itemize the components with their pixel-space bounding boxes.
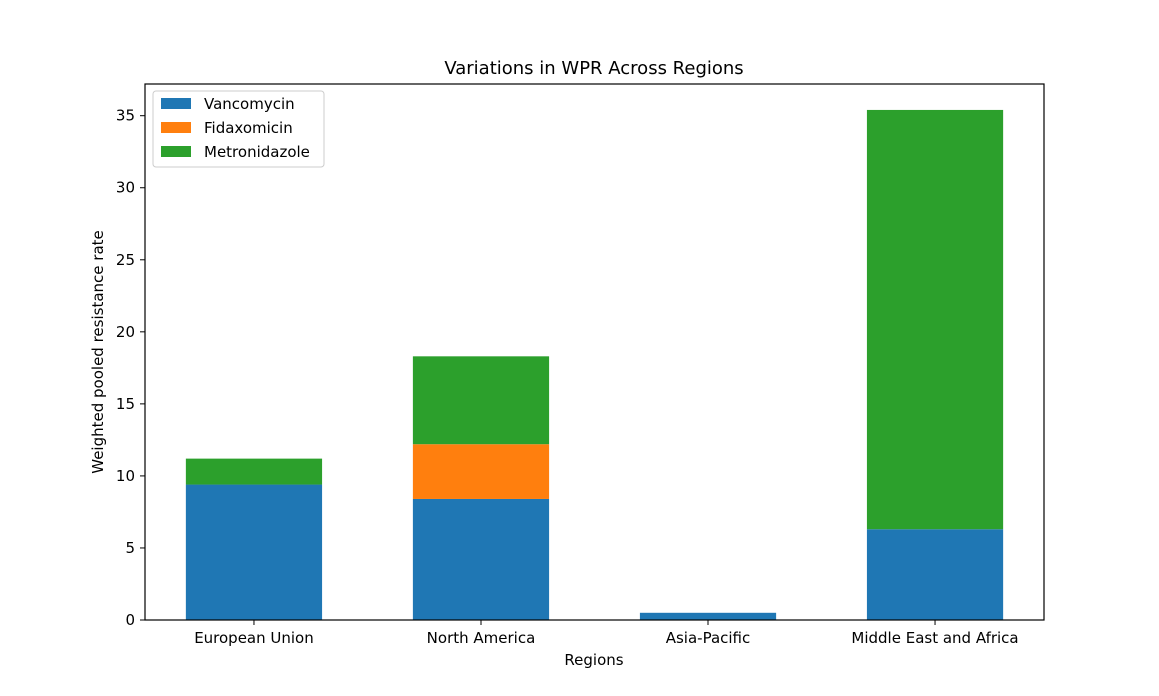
y-tick-label: 25 bbox=[116, 251, 135, 269]
bar-metronidazole-3 bbox=[866, 109, 1004, 530]
y-axis-label: Weighted pooled resistance rate bbox=[89, 230, 107, 474]
y-tick-label: 5 bbox=[125, 539, 135, 557]
bar-vancomycin-2 bbox=[639, 612, 777, 620]
bars-group bbox=[185, 109, 1004, 620]
x-tick-label: Asia-Pacific bbox=[666, 629, 751, 647]
plot-frame bbox=[144, 83, 1045, 621]
bar-vancomycin-3 bbox=[866, 529, 1004, 620]
y-tick-label: 0 bbox=[125, 611, 135, 629]
y-tick-label: 10 bbox=[116, 467, 135, 485]
legend-swatch-fidaxomicin bbox=[161, 122, 191, 133]
legend-label-fidaxomicin: Fidaxomicin bbox=[204, 119, 293, 137]
y-tick-label: 35 bbox=[116, 107, 135, 125]
x-tick-label: Middle East and Africa bbox=[851, 629, 1018, 647]
legend-swatch-metronidazole bbox=[161, 146, 191, 157]
bar-fidaxomicin-1 bbox=[412, 444, 550, 499]
y-axis: 0 5 10 15 20 25 30 35 bbox=[116, 107, 145, 629]
y-tick-label: 20 bbox=[116, 323, 135, 341]
x-axis: European Union North America Asia-Pacific M… bbox=[194, 620, 1019, 647]
legend-swatch-vancomycin bbox=[161, 98, 191, 109]
x-tick-label: European Union bbox=[194, 629, 314, 647]
y-tick-label: 15 bbox=[116, 395, 135, 413]
chart-title: Variations in WPR Across Regions bbox=[444, 58, 743, 79]
legend: Vancomycin Fidaxomicin Metronidazole bbox=[152, 90, 325, 168]
bar-metronidazole-0 bbox=[185, 458, 323, 485]
legend-frame bbox=[152, 90, 325, 168]
x-tick-label: North America bbox=[427, 629, 536, 647]
legend-label-vancomycin: Vancomycin bbox=[204, 95, 295, 113]
y-tick-label: 30 bbox=[116, 179, 135, 197]
legend-label-metronidazole: Metronidazole bbox=[204, 143, 310, 161]
bar-vancomycin-0 bbox=[185, 484, 323, 620]
bar-vancomycin-1 bbox=[412, 498, 550, 620]
bar-metronidazole-1 bbox=[412, 356, 550, 445]
x-axis-label: Regions bbox=[564, 651, 623, 669]
